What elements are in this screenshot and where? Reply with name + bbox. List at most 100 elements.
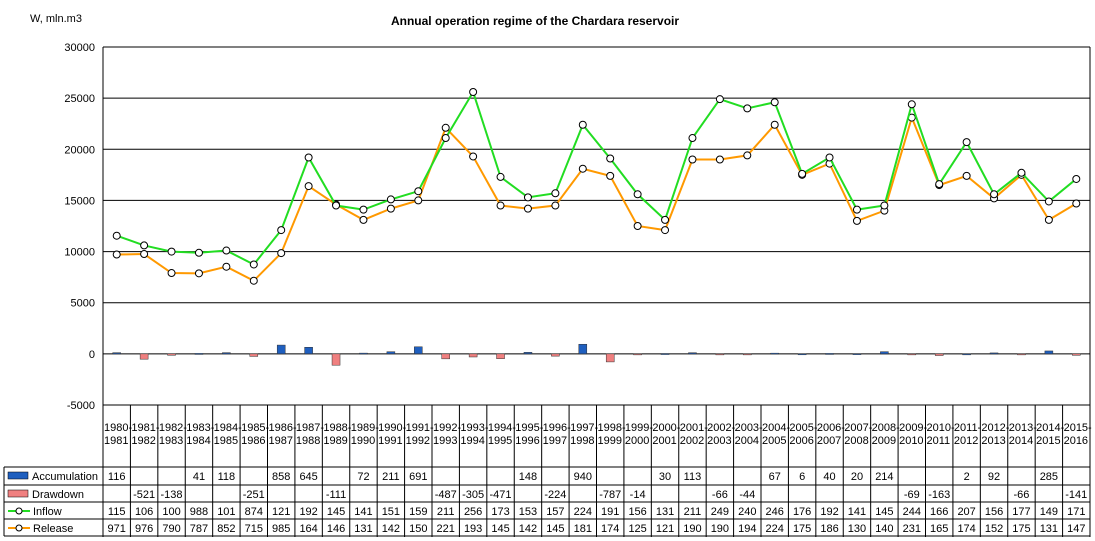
table-cell: 175 <box>793 523 811 535</box>
category-label: 1989- <box>351 422 379 434</box>
point-inflow <box>1072 174 1081 183</box>
point-inflow <box>359 205 368 214</box>
y-axis-label: W, mln.m3 <box>30 13 82 25</box>
bar-drawdown <box>633 353 642 356</box>
bar-accumulation <box>1044 350 1054 355</box>
category-label: 2014- <box>1036 422 1064 434</box>
category-label: 2001- <box>680 422 708 434</box>
y-tick-label: 15000 <box>64 195 95 207</box>
table-cell: 106 <box>135 506 153 518</box>
legend-label-drawdown: Drawdown <box>32 489 84 501</box>
category-label: 1996 <box>515 435 539 447</box>
table-cell: 149 <box>1040 506 1058 518</box>
point-release <box>441 123 450 132</box>
bar-drawdown <box>167 353 176 356</box>
point-release <box>112 250 121 259</box>
point-inflow <box>140 241 149 250</box>
chart-title: Annual operation regime of the Chardara … <box>391 14 679 28</box>
point-release <box>661 226 670 235</box>
table-cell: 92 <box>988 471 1000 483</box>
table-cell: 174 <box>957 523 975 535</box>
bar-accumulation <box>962 353 971 356</box>
table-cell: -141 <box>1065 489 1087 501</box>
table-cell: 691 <box>409 471 427 483</box>
table-cell: 174 <box>601 523 619 535</box>
point-inflow <box>167 247 176 256</box>
legend-label-inflow: Inflow <box>33 506 62 518</box>
category-label: 2008 <box>844 435 868 447</box>
category-label: 2010 <box>899 435 923 447</box>
category-label: 2005 <box>762 435 786 447</box>
table-cell: 131 <box>354 523 372 535</box>
category-label: 1988 <box>296 435 320 447</box>
category-label: 1985- <box>241 422 269 434</box>
table-cell: 231 <box>903 523 921 535</box>
bar-accumulation <box>989 352 999 355</box>
point-release <box>304 182 313 191</box>
point-inflow <box>194 248 203 257</box>
point-inflow <box>386 195 395 204</box>
legend-label-release: Release <box>33 523 73 535</box>
category-label: 2012 <box>954 435 978 447</box>
table-cell: 285 <box>1040 471 1058 483</box>
table-cell: 787 <box>190 523 208 535</box>
point-release <box>1072 199 1081 208</box>
category-label: 1981- <box>131 422 159 434</box>
category-label: 1986 <box>241 435 265 447</box>
category-label: 1982- <box>159 422 187 434</box>
table-cell: 192 <box>299 506 317 518</box>
table-cell: -251 <box>243 489 265 501</box>
table-cell: -163 <box>928 489 950 501</box>
category-label: 2008- <box>872 422 900 434</box>
table-cell: 156 <box>985 506 1003 518</box>
line-inflow <box>116 89 1077 266</box>
table-cell: 858 <box>272 471 290 483</box>
bar-accumulation <box>112 352 121 355</box>
category-label: 2015 <box>1036 435 1060 447</box>
table-cell: 20 <box>851 471 863 483</box>
y-tick-label: 0 <box>89 349 95 361</box>
bar-drawdown <box>496 353 505 359</box>
point-release <box>414 196 423 205</box>
table-cell: 191 <box>601 506 619 518</box>
table-cell: 150 <box>409 523 427 535</box>
category-label: 2003 <box>707 435 731 447</box>
point-inflow <box>935 180 944 189</box>
table-cell: -487 <box>435 489 457 501</box>
category-label: 1980- <box>104 422 132 434</box>
legend-key-accumulation <box>7 471 29 480</box>
point-release <box>140 250 149 259</box>
category-label: 2013 <box>981 435 1005 447</box>
y-tick-label: 20000 <box>64 144 95 156</box>
point-release <box>715 155 724 164</box>
legend-key-drawdown <box>7 489 29 498</box>
point-inflow <box>1017 168 1026 177</box>
table-cell: -66 <box>712 489 728 501</box>
legend-marker <box>15 524 23 532</box>
point-inflow <box>962 138 971 147</box>
point-inflow <box>304 153 313 162</box>
point-release <box>606 171 615 180</box>
point-release <box>523 204 532 213</box>
bar-drawdown <box>715 353 725 356</box>
point-inflow <box>715 95 724 104</box>
bar-accumulation <box>304 347 313 355</box>
category-label: 1999- <box>625 422 653 434</box>
table-cell: 152 <box>985 523 1003 535</box>
point-release <box>194 269 203 278</box>
category-label: 2002 <box>680 435 704 447</box>
point-inflow <box>907 100 916 109</box>
table-cell: 145 <box>875 506 893 518</box>
category-label: 1995 <box>488 435 512 447</box>
table-cell: 153 <box>519 506 537 518</box>
bar-drawdown <box>1017 353 1026 356</box>
table-cell: 145 <box>327 506 345 518</box>
point-release <box>633 222 642 230</box>
point-inflow <box>222 246 231 255</box>
point-inflow <box>496 172 505 181</box>
point-inflow <box>249 260 258 269</box>
category-label: 2015- <box>1064 422 1092 434</box>
table-cell: 164 <box>299 523 317 535</box>
